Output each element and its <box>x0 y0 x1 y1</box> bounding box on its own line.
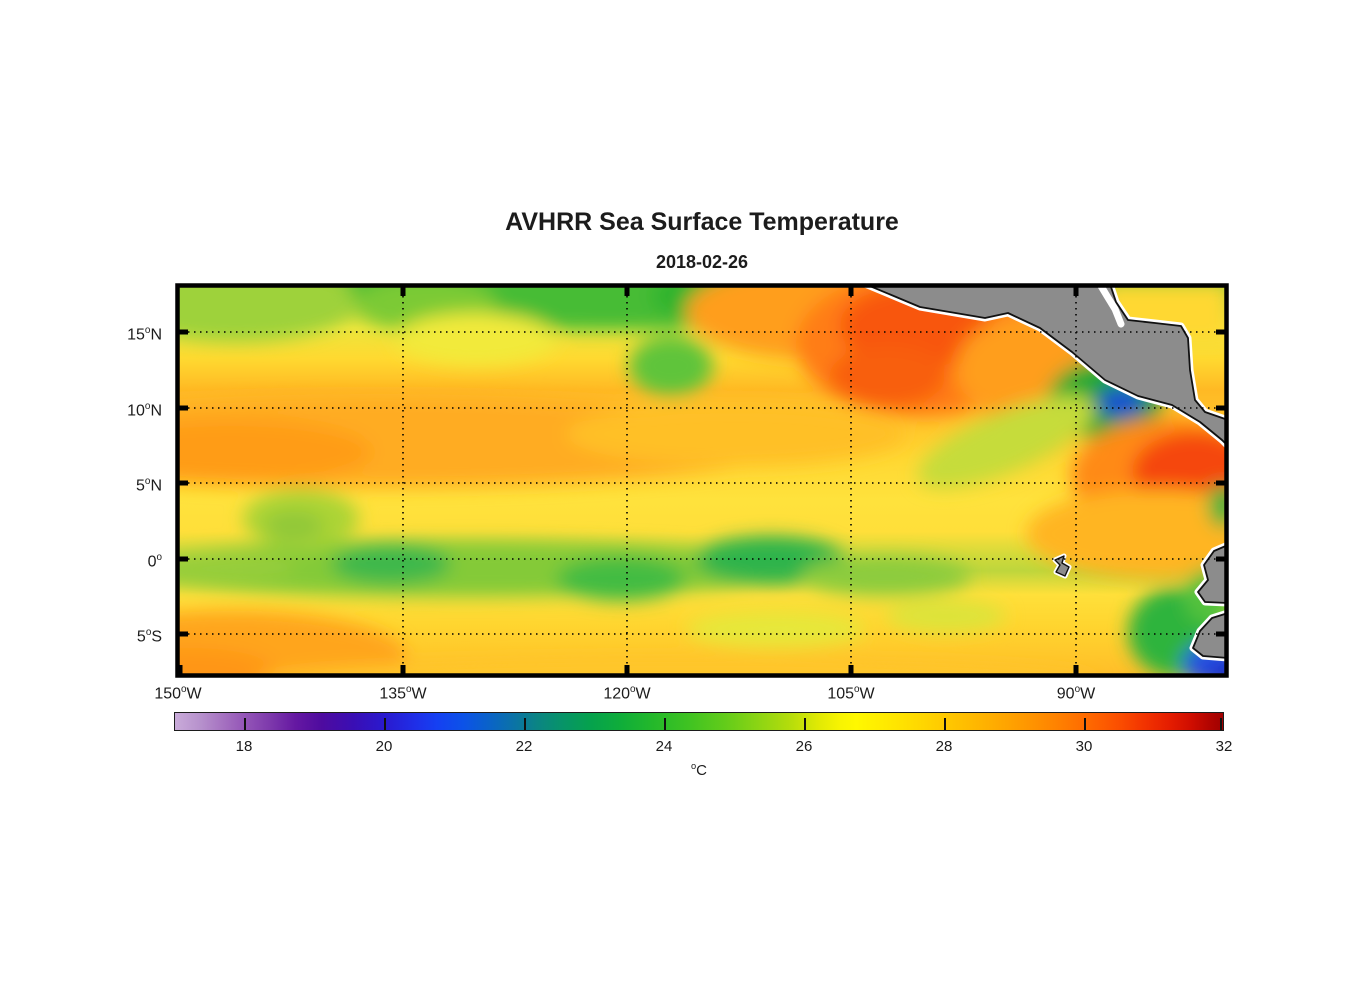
colorbar-tick-label: 30 <box>1075 738 1093 755</box>
y-tick-label-5s: 5oS <box>136 627 162 646</box>
sst-field <box>176 284 1228 677</box>
x-tick-label-120w: 120oW <box>603 684 651 703</box>
axes-box-border <box>175 283 1229 678</box>
colorbar-tick <box>384 718 386 730</box>
plot-subtitle-date: 2018-02-26 <box>655 252 749 272</box>
y-tick-label-10n: 10oN <box>127 401 162 420</box>
x-tick-label-90w: 90oW <box>1056 684 1096 703</box>
colorbar-tick <box>1220 718 1222 730</box>
colorbar-tick <box>804 718 806 730</box>
colorbar-tick <box>664 718 666 730</box>
y-tick-label-5n: 5oN <box>136 476 162 495</box>
y-tick-label-15n: 15oN <box>127 325 162 344</box>
land-central-america <box>861 284 1228 450</box>
colorbar-tick-label: 28 <box>935 738 953 755</box>
colorbar <box>174 712 1224 731</box>
land-south-america <box>1189 541 1228 662</box>
y-tick-label-0: 0o <box>147 552 162 571</box>
gulf-of-honduras-gap <box>1095 284 1125 328</box>
colorbar-tick-label: 26 <box>795 738 813 755</box>
colorbar-tick-label: 18 <box>235 738 253 755</box>
colorbar-tick <box>944 718 946 730</box>
plot-title: AVHRR Sea Surface Temperature <box>505 208 899 236</box>
colorbar-unit-label: oC <box>690 761 707 779</box>
colorbar-tick-label: 22 <box>515 738 533 755</box>
x-tick-label-105w: 105oW <box>827 684 875 703</box>
graticule-gridlines <box>176 284 1228 677</box>
colorbar-tick-label: 32 <box>1215 738 1233 755</box>
land-galapagos-islet <box>1052 553 1072 579</box>
x-tick-label-150w: 150oW <box>154 684 202 703</box>
colorbar-tick <box>244 718 246 730</box>
axis-tick-marks <box>176 284 1228 677</box>
x-tick-label-135w: 135oW <box>379 684 427 703</box>
colorbar-tick-label: 24 <box>655 738 673 755</box>
colorbar-tick <box>1084 718 1086 730</box>
colorbar-tick <box>524 718 526 730</box>
sst-map <box>175 283 1229 678</box>
colorbar-tick-label: 20 <box>375 738 393 755</box>
